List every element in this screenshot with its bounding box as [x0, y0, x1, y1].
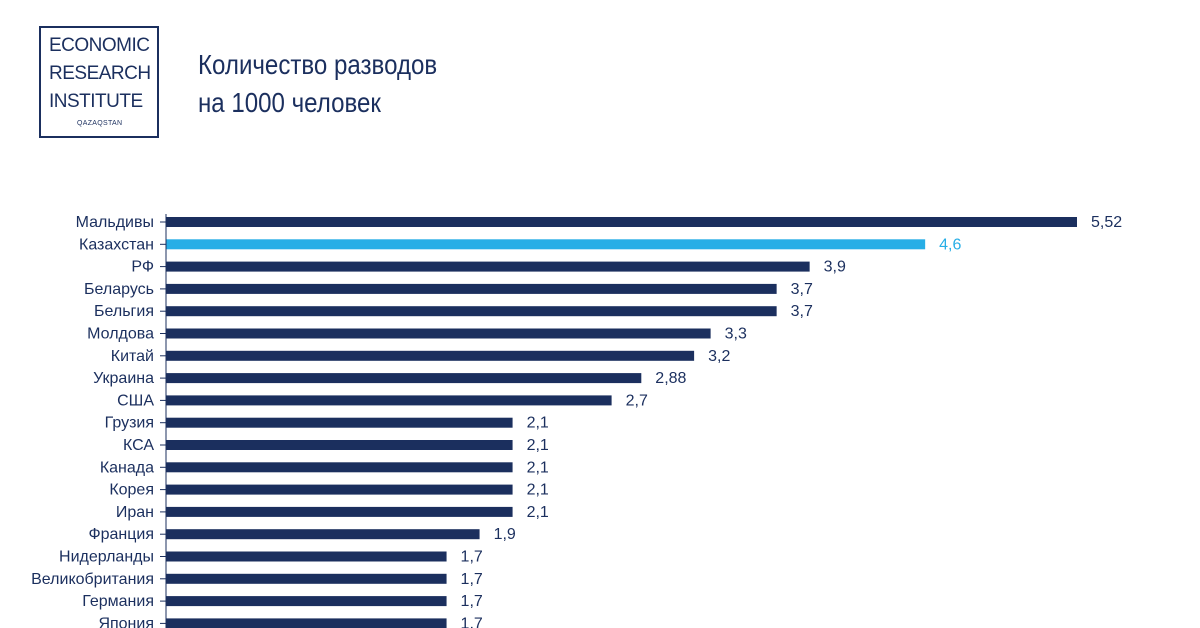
bar	[166, 328, 711, 339]
bar	[166, 350, 695, 361]
category-label: КСА	[123, 437, 154, 454]
category-label: Беларусь	[84, 281, 154, 298]
category-label: Грузия	[105, 415, 154, 432]
value-label: 1,7	[461, 571, 483, 588]
bar	[166, 261, 810, 272]
value-label: 3,3	[725, 326, 747, 343]
bar	[166, 484, 513, 495]
category-label: Нидерланды	[59, 549, 154, 566]
bar	[166, 440, 513, 450]
category-label: Великобритания	[31, 571, 154, 588]
value-label: 3,9	[824, 259, 846, 276]
category-label: Корея	[109, 482, 154, 499]
value-label: 2,7	[626, 392, 648, 409]
value-label: 5,52	[1091, 214, 1122, 231]
value-label: 2,1	[527, 437, 549, 454]
category-label: Япония	[98, 615, 154, 628]
chart-title-line2: на 1000 человек	[198, 87, 381, 118]
category-label: Украина	[93, 370, 154, 387]
value-label: 1,7	[461, 593, 483, 610]
value-label: 3,7	[791, 281, 813, 298]
category-label: Канада	[100, 459, 154, 476]
bar	[166, 217, 1077, 227]
value-label: 3,2	[708, 348, 730, 365]
bar	[166, 306, 777, 317]
category-label: РФ	[131, 259, 154, 276]
value-label: 3,7	[791, 303, 813, 320]
logo-line-institute: INSTITUTE	[49, 91, 143, 112]
category-label: Казахстан	[79, 236, 154, 253]
bar	[166, 417, 513, 428]
bar	[166, 596, 447, 607]
category-label: США	[117, 392, 154, 409]
logo: ECONOMIC RESEARCH INSTITUTE QAZAQSTAN	[39, 26, 159, 138]
bar	[166, 395, 612, 406]
bar	[166, 573, 447, 584]
bar	[166, 529, 480, 540]
chart-title-line1: Количество разводов	[198, 49, 438, 80]
category-label: Мальдивы	[76, 214, 154, 231]
value-label: 4,6	[939, 236, 961, 253]
value-label: 2,88	[655, 370, 686, 387]
bar	[166, 462, 513, 473]
category-label: Франция	[88, 526, 154, 543]
value-label: 2,1	[527, 415, 549, 432]
category-label: Германия	[82, 593, 154, 610]
bar	[166, 551, 447, 562]
value-label: 1,9	[494, 526, 516, 543]
value-label: 1,7	[461, 615, 483, 628]
bar	[166, 373, 642, 384]
bar	[166, 239, 926, 250]
category-label: Китай	[111, 348, 154, 365]
logo-line-economic: ECONOMIC	[49, 35, 150, 56]
category-label: Иран	[116, 504, 154, 521]
logo-line-research: RESEARCH	[49, 63, 151, 84]
value-label: 1,7	[461, 549, 483, 566]
category-label: Молдова	[87, 326, 154, 343]
bar	[166, 618, 447, 628]
value-label: 2,1	[527, 482, 549, 499]
value-label: 2,1	[527, 504, 549, 521]
category-label: Бельгия	[94, 303, 154, 320]
logo-subtitle: QAZAQSTAN	[77, 120, 123, 127]
bar	[166, 283, 777, 294]
chart-title: Количество разводов на 1000 человек	[198, 46, 437, 122]
bar	[166, 506, 513, 517]
value-label: 2,1	[527, 459, 549, 476]
